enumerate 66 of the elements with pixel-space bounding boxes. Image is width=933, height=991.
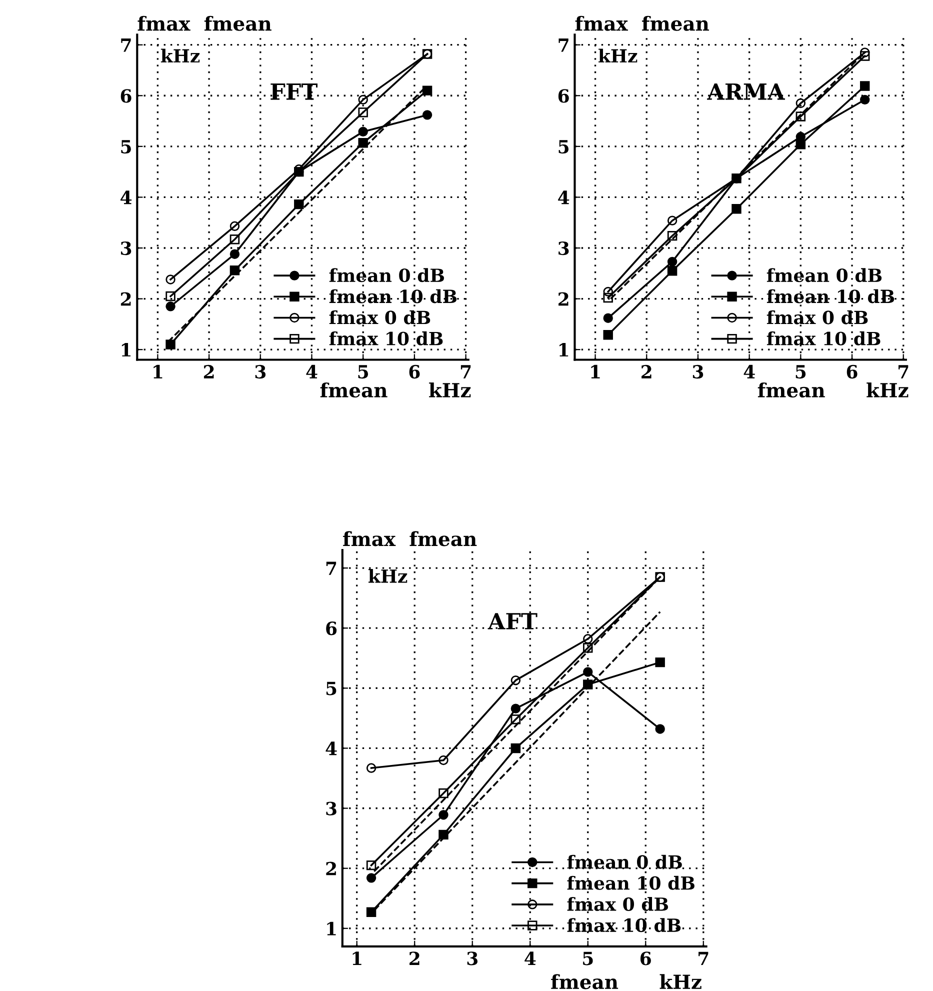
x-tick-label: 7	[698, 952, 708, 965]
legend-label: fmean 0 dB	[567, 854, 682, 869]
y-tick-label: 6	[120, 89, 132, 103]
legend-label: fmax 10 dB	[567, 918, 681, 932]
x-axis-title: fmean kHz	[320, 382, 471, 398]
x-axis-title: fmean kHz	[551, 974, 702, 990]
x-tick-label: 5	[358, 365, 368, 379]
y-tick-label: 5	[326, 682, 336, 696]
x-tick-label: 7	[898, 365, 908, 378]
y-tick-label: 3	[558, 241, 569, 256]
legend-label: fmax 0 dB	[567, 897, 668, 911]
x-tick-label: 4	[306, 364, 318, 378]
x-tick-label: 3	[692, 364, 704, 379]
y-tick-label: 5	[121, 140, 131, 154]
legend-label: fmax 10 dB	[766, 331, 880, 346]
text: ARMA	[707, 83, 786, 100]
x-tick-label: 6	[640, 952, 651, 966]
legend-label: fmax 0 dB	[329, 310, 430, 324]
x-tick-label: 6	[846, 364, 858, 379]
y-axis-title: fmax fmean	[343, 531, 477, 546]
x-tick-label: 3	[255, 364, 266, 379]
y-tick-label: 3	[120, 241, 132, 256]
y-tick-label: 1	[327, 922, 336, 936]
y-axis-title: fmax fmean	[575, 16, 709, 31]
y-tick-label: 7	[558, 38, 568, 52]
y-tick-label: 5	[558, 140, 568, 154]
x-tick-label: 1	[591, 364, 600, 378]
x-tick-label: 1	[352, 952, 362, 965]
legend-label: fmean 0 dB	[766, 268, 882, 282]
x-tick-label: 2	[410, 952, 420, 965]
y-tick-label: 2	[326, 862, 336, 876]
x-tick-label: 2	[642, 364, 652, 378]
x-tick-label: 5	[583, 952, 593, 966]
x-tick-label: 4	[744, 364, 755, 378]
annotation: kHz	[598, 48, 638, 62]
x-tick-label: 5	[796, 365, 806, 379]
x-tick-label: 7	[460, 365, 471, 378]
x-tick-label: 6	[409, 364, 420, 379]
y-tick-label: 4	[558, 190, 570, 204]
y-tick-label: 6	[326, 622, 337, 636]
y-tick-label: 2	[120, 292, 131, 306]
legend-label: fmax 10 dB	[329, 331, 443, 346]
legend-label: fmax 0 dB	[766, 310, 868, 324]
y-tick-label: 4	[326, 742, 337, 756]
y-tick-label: 4	[120, 190, 132, 204]
text: AFT	[488, 613, 538, 630]
annotation: kHz	[160, 48, 200, 62]
y-tick-label: 1	[560, 343, 568, 356]
y-tick-label: 7	[121, 38, 131, 52]
y-tick-label: 2	[558, 292, 568, 306]
text: FFT	[270, 83, 318, 100]
x-tick-label: 2	[204, 364, 214, 378]
y-tick-label: 3	[326, 802, 336, 816]
x-axis-title: fmean kHz	[758, 382, 908, 398]
legend-label: fmean 10 dB	[766, 289, 894, 304]
x-tick-label: 1	[154, 364, 162, 378]
legend-label: fmean 0 dB	[329, 268, 444, 282]
y-tick-label: 7	[326, 562, 336, 575]
x-tick-label: 4	[524, 952, 536, 965]
y-tick-label: 1	[122, 343, 130, 356]
x-tick-label: 3	[467, 952, 478, 966]
annotation: kHz	[368, 569, 408, 583]
y-axis-title: fmax fmean	[138, 16, 272, 31]
legend-label: fmean 10 dB	[329, 289, 457, 304]
legend-label: fmean 10 dB	[567, 876, 694, 890]
y-tick-label: 6	[558, 89, 569, 103]
